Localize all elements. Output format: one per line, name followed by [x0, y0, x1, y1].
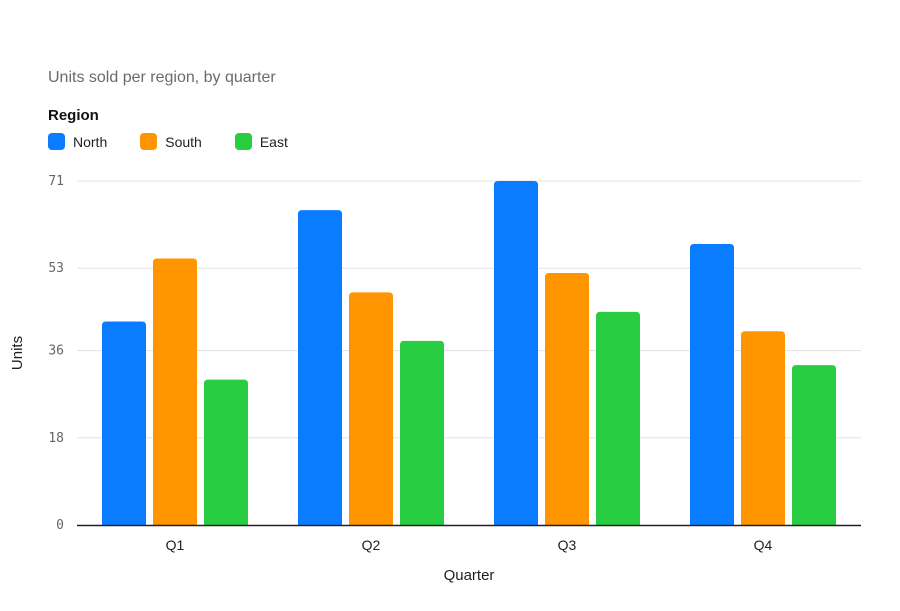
legend-item-north[interactable]: North	[48, 133, 107, 150]
x-axis-title: Quarter	[444, 567, 495, 584]
bar-north-q1[interactable]	[102, 321, 146, 525]
y-tick-label-71: 71	[48, 174, 64, 189]
bar-south-q3[interactable]	[545, 273, 589, 525]
bar-north-q2[interactable]	[298, 210, 342, 525]
chart-subtitle: Units sold per region, by quarter	[48, 69, 276, 86]
bar-south-q4[interactable]	[741, 331, 785, 525]
legend-swatch-south	[140, 133, 158, 150]
legend-item-south[interactable]: South	[140, 133, 202, 150]
legend-swatch-east	[234, 133, 252, 150]
bar-east-q3[interactable]	[596, 311, 640, 525]
x-tick-label-q4: Q4	[754, 537, 773, 553]
bar-east-q1[interactable]	[204, 379, 248, 525]
legend-label-south: South	[165, 133, 202, 150]
bar-north-q4[interactable]	[690, 243, 734, 526]
legend-label-north: North	[73, 133, 108, 150]
legend-item-east[interactable]: East	[234, 133, 288, 150]
legend: North South East	[48, 133, 321, 150]
x-tick-label-q2: Q2	[362, 537, 381, 553]
bar-south-q2[interactable]	[349, 292, 393, 525]
bar-north-q3[interactable]	[494, 181, 538, 525]
x-tick-label-q3: Q3	[558, 537, 577, 553]
y-tick-label-0: 0	[56, 518, 64, 533]
y-tick-label-53: 53	[48, 261, 64, 276]
bar-east-q4[interactable]	[792, 365, 836, 525]
x-tick-label-q1: Q1	[166, 537, 185, 553]
legend-swatch-north	[48, 133, 65, 150]
y-axis-title: Units	[9, 336, 26, 370]
y-tick-label-18: 18	[48, 431, 64, 446]
y-tick-label-36: 36	[48, 344, 64, 359]
legend-title: Region	[48, 107, 99, 124]
bar-south-q1[interactable]	[153, 258, 197, 525]
legend-label-east: East	[259, 133, 288, 150]
bar-east-q2[interactable]	[400, 340, 444, 525]
